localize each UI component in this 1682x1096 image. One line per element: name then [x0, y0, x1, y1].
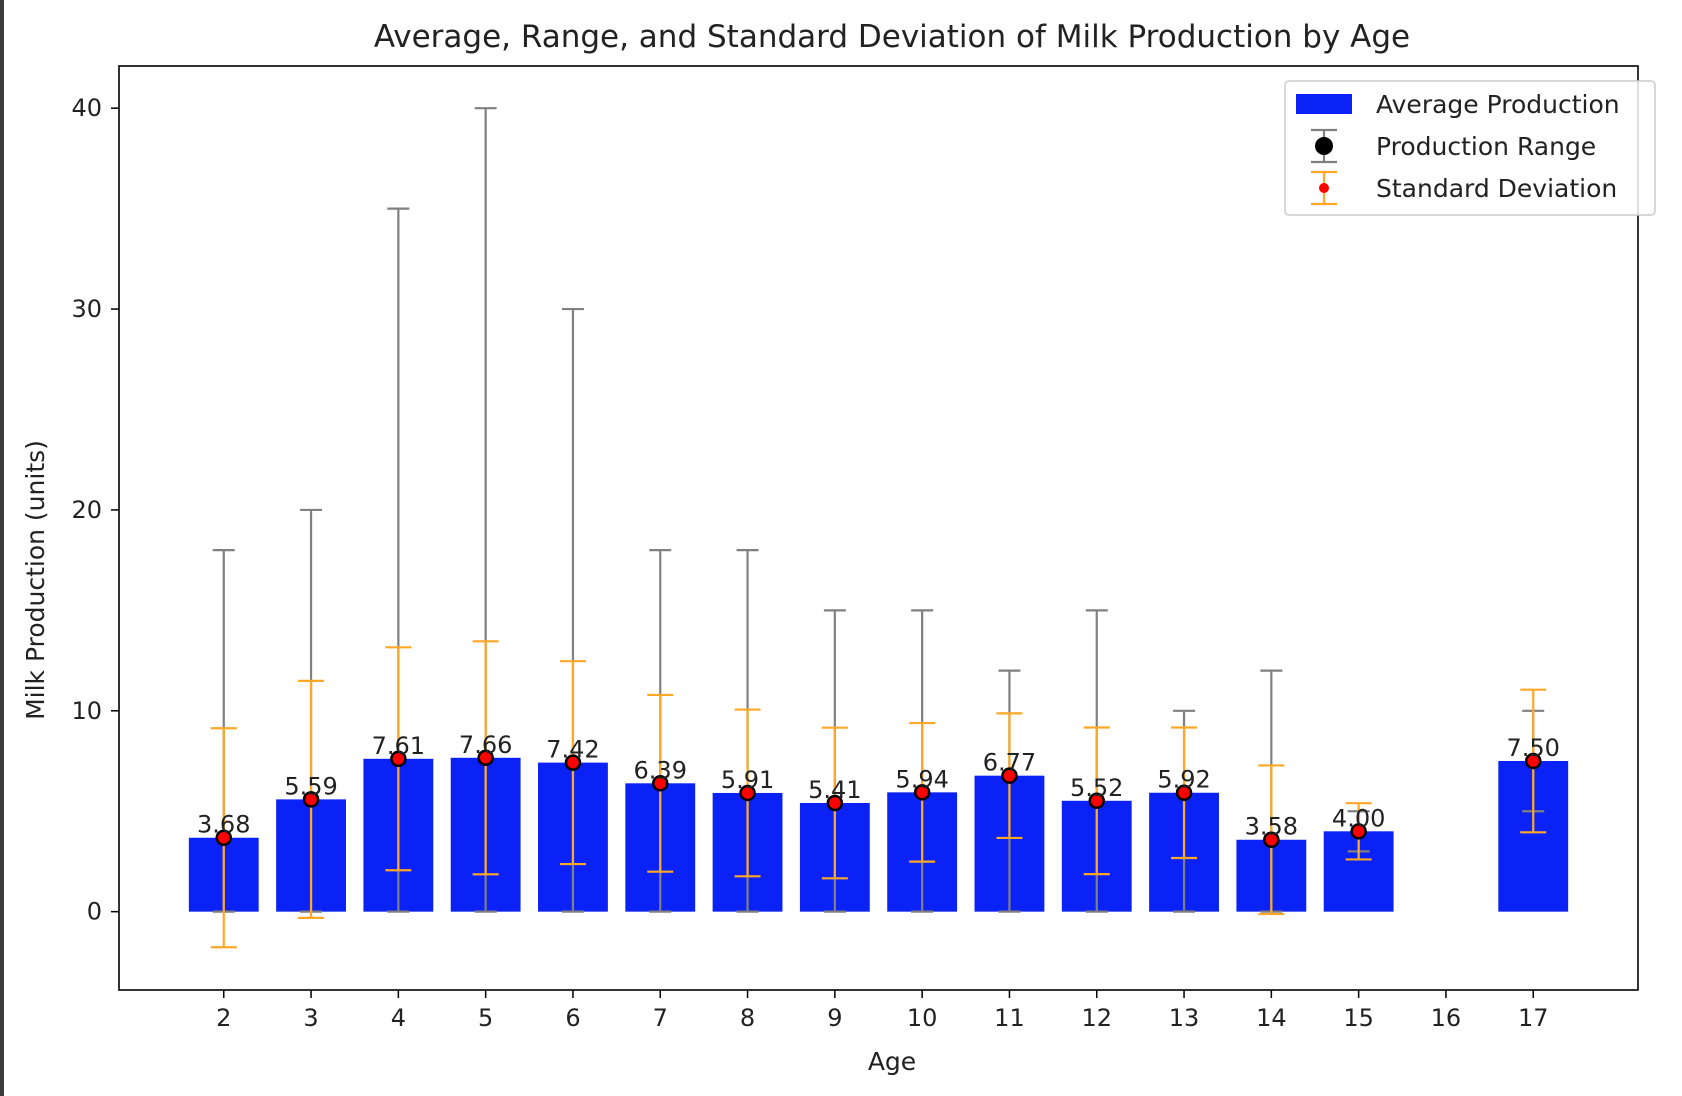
data-label-age-10: 5.94 [895, 765, 948, 793]
legend-range-dot [1315, 137, 1333, 155]
chart-title: Average, Range, and Standard Deviation o… [374, 19, 1410, 55]
x-axis-label: Age [868, 1047, 916, 1076]
legend-label-1: Production Range [1376, 132, 1596, 161]
y-tick-label-20: 20 [71, 496, 102, 524]
avg-marker-age-12 [1088, 792, 1105, 810]
legend-label-2: Standard Deviation [1376, 174, 1617, 203]
avg-marker-age-11 [1001, 767, 1018, 784]
x-tick-label-15: 15 [1343, 1004, 1374, 1032]
avg-marker-age-5 [477, 749, 494, 767]
x-tick-label-13: 13 [1169, 1004, 1200, 1032]
data-label-age-12: 5.52 [1070, 774, 1123, 802]
legend-bar-swatch [1296, 94, 1352, 114]
avg-marker-age-10 [913, 784, 931, 801]
x-tick-label-14: 14 [1256, 1004, 1287, 1032]
plot-frame [118, 65, 1639, 991]
data-label-age-17: 7.50 [1507, 734, 1560, 762]
x-tick-label-5: 5 [478, 1004, 493, 1032]
x-tick-label-8: 8 [740, 1004, 755, 1032]
data-label-age-2: 3.68 [197, 811, 250, 839]
data-label-age-5: 7.66 [459, 731, 512, 759]
x-tick-label-7: 7 [653, 1004, 668, 1032]
avg-marker-age-15 [1350, 823, 1367, 840]
avg-marker-age-2 [215, 829, 233, 846]
x-tick-label-12: 12 [1081, 1004, 1112, 1032]
data-label-age-4: 7.61 [372, 732, 425, 760]
avg-marker-age-9 [826, 794, 844, 812]
data-label-age-13: 5.92 [1157, 766, 1210, 794]
data-label-age-9: 5.41 [808, 776, 861, 804]
legend: Average Production Production Range Standa… [1284, 80, 1656, 216]
y-tick-label-40: 40 [71, 94, 102, 122]
avg-marker-age-4 [390, 750, 407, 768]
avg-marker-age-13 [1175, 784, 1193, 801]
x-tick-label-3: 3 [303, 1004, 318, 1032]
avg-marker-age-7 [652, 775, 669, 792]
legend-std-dot [1319, 183, 1329, 193]
x-tick-label-9: 9 [827, 1004, 842, 1032]
avg-marker-age-3 [302, 791, 320, 808]
legend-box [1284, 80, 1656, 216]
x-tick-label-17: 17 [1518, 1004, 1549, 1032]
legend-label-0: Average Production [1376, 90, 1620, 119]
window-left-border [0, 0, 4, 1096]
data-label-age-15: 4.00 [1332, 804, 1385, 832]
avg-marker-age-8 [739, 784, 756, 802]
avg-marker-age-6 [564, 754, 582, 771]
x-tick-label-10: 10 [907, 1004, 938, 1032]
y-axis-label: Milk Production (units) [21, 440, 50, 720]
avg-marker-age-14 [1263, 831, 1280, 848]
data-label-age-3: 5.59 [284, 772, 337, 800]
avg-marker-age-17 [1524, 752, 1542, 770]
x-tick-label-4: 4 [391, 1004, 406, 1032]
plot-area: 3.68 5.59 7.61 7.66 7.42 6.39 5.91 5.41 5.94 6.77… [71, 94, 1569, 1032]
data-label-age-14: 3.58 [1245, 813, 1298, 841]
x-tick-label-11: 11 [994, 1004, 1025, 1032]
x-tick-label-2: 2 [216, 1004, 231, 1032]
y-tick-label-0: 0 [87, 898, 102, 926]
x-tick-label-6: 6 [565, 1004, 580, 1032]
data-label-age-11: 6.77 [983, 749, 1036, 777]
data-label-age-7: 6.39 [634, 756, 687, 784]
y-tick-label-10: 10 [71, 697, 102, 725]
data-label-age-6: 7.42 [546, 736, 599, 764]
data-label-age-8: 5.91 [721, 766, 774, 794]
x-tick-label-16: 16 [1431, 1004, 1462, 1032]
y-tick-label-30: 30 [71, 295, 102, 323]
